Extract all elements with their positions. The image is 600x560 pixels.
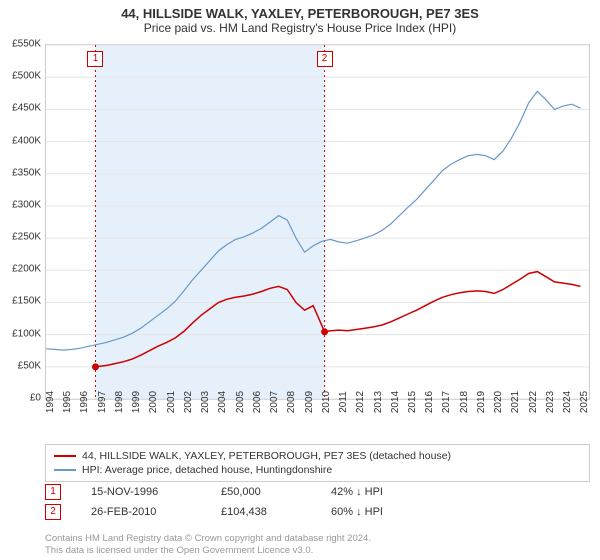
x-tick-label: 2021 [510, 391, 521, 413]
event-marker-icon: 2 [317, 51, 333, 67]
x-tick-label: 2010 [321, 391, 332, 413]
table-row: 2 26-FEB-2010 £104,438 60% ↓ HPI [45, 504, 431, 520]
x-tick-label: 1995 [62, 391, 73, 413]
x-tick-label: 1996 [79, 391, 90, 413]
event-marker-icon: 1 [45, 484, 61, 500]
x-tick-label: 1998 [114, 391, 125, 413]
sale-delta: 42% ↓ HPI [331, 486, 431, 498]
x-tick-label: 2018 [459, 391, 470, 413]
y-tick-label: £350K [12, 167, 41, 178]
footnote-line: This data is licensed under the Open Gov… [45, 545, 313, 556]
x-tick-label: 2014 [390, 391, 401, 413]
y-tick-label: £100K [12, 328, 41, 339]
sale-date: 26-FEB-2010 [91, 506, 191, 518]
sale-price: £104,438 [221, 506, 301, 518]
sale-delta: 60% ↓ HPI [331, 506, 431, 518]
x-tick-label: 2019 [476, 391, 487, 413]
y-tick-label: £450K [12, 103, 41, 114]
chart-plot-area: 12 [45, 44, 590, 400]
x-tick-label: 2024 [562, 391, 573, 413]
legend-item: HPI: Average price, detached house, Hunt… [54, 463, 581, 477]
y-tick-label: £0 [30, 393, 41, 404]
x-tick-label: 2012 [355, 391, 366, 413]
x-tick-label: 1994 [45, 391, 56, 413]
x-tick-label: 2017 [441, 391, 452, 413]
legend-item: 44, HILLSIDE WALK, YAXLEY, PETERBOROUGH,… [54, 449, 581, 463]
x-tick-label: 2008 [286, 391, 297, 413]
event-marker-icon: 2 [45, 504, 61, 520]
x-tick-label: 1999 [131, 391, 142, 413]
y-tick-label: £200K [12, 264, 41, 275]
x-axis: 1994199519961997199819992000200120022003… [45, 400, 590, 440]
y-tick-label: £150K [12, 296, 41, 307]
x-tick-label: 2009 [304, 391, 315, 413]
x-tick-label: 2006 [252, 391, 263, 413]
chart-subtitle: Price paid vs. HM Land Registry's House … [0, 21, 600, 39]
sale-date: 15-NOV-1996 [91, 486, 191, 498]
x-tick-label: 1997 [97, 391, 108, 413]
legend-swatch-price [54, 455, 76, 457]
event-marker-icon: 1 [87, 51, 103, 67]
chart-svg [46, 45, 589, 399]
x-tick-label: 2022 [528, 391, 539, 413]
x-tick-label: 2001 [166, 391, 177, 413]
legend-label: 44, HILLSIDE WALK, YAXLEY, PETERBOROUGH,… [82, 450, 451, 462]
x-tick-label: 2000 [148, 391, 159, 413]
x-tick-label: 2023 [545, 391, 556, 413]
x-tick-label: 2004 [217, 391, 228, 413]
x-tick-label: 2016 [424, 391, 435, 413]
x-tick-label: 2011 [338, 391, 349, 413]
x-tick-label: 2007 [269, 391, 280, 413]
y-tick-label: £500K [12, 71, 41, 82]
x-tick-label: 2025 [579, 391, 590, 413]
table-row: 1 15-NOV-1996 £50,000 42% ↓ HPI [45, 484, 431, 500]
y-tick-label: £400K [12, 135, 41, 146]
x-tick-label: 2013 [373, 391, 384, 413]
y-tick-label: £550K [12, 39, 41, 50]
legend: 44, HILLSIDE WALK, YAXLEY, PETERBOROUGH,… [45, 444, 590, 482]
x-tick-label: 2002 [183, 391, 194, 413]
sales-table: 1 15-NOV-1996 £50,000 42% ↓ HPI 2 26-FEB… [45, 484, 431, 524]
x-tick-label: 2020 [493, 391, 504, 413]
y-axis: £0£50K£100K£150K£200K£250K£300K£350K£400… [0, 44, 43, 400]
sale-price: £50,000 [221, 486, 301, 498]
x-tick-label: 2003 [200, 391, 211, 413]
y-tick-label: £250K [12, 232, 41, 243]
footnote: Contains HM Land Registry data © Crown c… [45, 533, 371, 556]
chart-title: 44, HILLSIDE WALK, YAXLEY, PETERBOROUGH,… [0, 0, 600, 21]
y-tick-label: £50K [18, 360, 41, 371]
y-tick-label: £300K [12, 199, 41, 210]
legend-swatch-hpi [54, 469, 76, 471]
footnote-line: Contains HM Land Registry data © Crown c… [45, 533, 371, 544]
x-tick-label: 2015 [407, 391, 418, 413]
legend-label: HPI: Average price, detached house, Hunt… [82, 464, 332, 476]
x-tick-label: 2005 [235, 391, 246, 413]
